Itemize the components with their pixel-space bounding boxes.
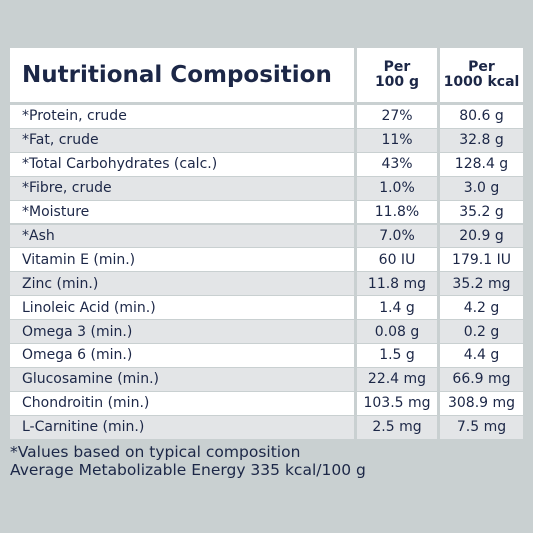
value-cell: 27% xyxy=(357,105,437,128)
value-cell: 7.0% xyxy=(357,224,437,248)
value-cell: 32.8 g xyxy=(440,128,523,152)
value-cell: 60 IU xyxy=(357,248,437,272)
value-cell: 128.4 g xyxy=(440,152,523,176)
value-cell: 80.6 g xyxy=(440,105,523,128)
value-cell: 103.5 mg xyxy=(357,391,437,415)
value-cell: 0.2 g xyxy=(440,320,523,343)
value-cell: 2.5 mg xyxy=(357,415,437,439)
footnote: Average Metabolizable Energy 335 kcal/10… xyxy=(10,461,366,479)
label-cell: Omega 3 (min.) xyxy=(10,320,354,343)
label-cell: *Moisture xyxy=(10,200,354,224)
value-cell: 11.8 mg xyxy=(357,272,437,296)
value-cell: 1.0% xyxy=(357,176,437,200)
label-cell: *Ash xyxy=(10,224,354,248)
label-cell: Chondroitin (min.) xyxy=(10,391,354,415)
label-cell: Glucosamine (min.) xyxy=(10,367,354,391)
label-cell: Linoleic Acid (min.) xyxy=(10,296,354,320)
value-cell: 4.4 g xyxy=(440,344,523,367)
label-cell: Vitamin E (min.) xyxy=(10,248,354,272)
label-cell: *Fibre, crude xyxy=(10,176,354,200)
header-line: Per xyxy=(468,59,495,75)
column-header: Per 1000 kcal xyxy=(440,48,523,102)
header-line: 100 g xyxy=(374,74,420,90)
value-cell: 11.8% xyxy=(357,200,437,224)
value-cell: 3.0 g xyxy=(440,176,523,200)
table-title: Nutritional Composition xyxy=(10,48,354,102)
value-cell: 7.5 mg xyxy=(440,415,523,439)
value-cell: 179.1 IU xyxy=(440,248,523,272)
label-cell: *Total Carbohydrates (calc.) xyxy=(10,152,354,176)
header-line: Per xyxy=(383,59,411,75)
label-cell: L-Carnitine (min.) xyxy=(10,415,354,439)
value-cell: 4.2 g xyxy=(440,296,523,320)
label-cell: Zinc (min.) xyxy=(10,272,354,296)
label-cell: *Fat, crude xyxy=(10,128,354,152)
value-cell: 35.2 g xyxy=(440,200,523,224)
header-line: 1000 kcal xyxy=(443,74,520,90)
value-cell: 22.4 mg xyxy=(357,367,437,391)
value-cell: 35.2 mg xyxy=(440,272,523,296)
value-cell: 66.9 mg xyxy=(440,367,523,391)
value-cell: 20.9 g xyxy=(440,224,523,248)
value-cell: 1.5 g xyxy=(357,344,437,367)
value-cell: 1.4 g xyxy=(357,296,437,320)
label-cell: Omega 6 (min.) xyxy=(10,344,354,367)
footnote: *Values based on typical composition xyxy=(10,443,301,461)
value-cell: 0.08 g xyxy=(357,320,437,343)
value-cell: 43% xyxy=(357,152,437,176)
value-cell: 11% xyxy=(357,128,437,152)
value-cell: 308.9 mg xyxy=(440,391,523,415)
column-header: Per 100 g xyxy=(357,48,437,102)
label-cell: *Protein, crude xyxy=(10,105,354,128)
